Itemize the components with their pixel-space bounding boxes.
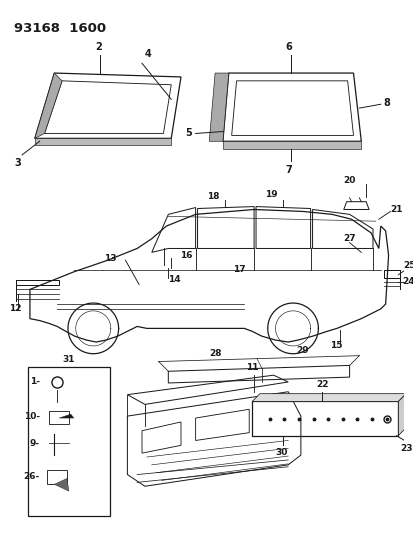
Text: 28: 28 [208, 349, 221, 358]
Text: 22: 22 [315, 380, 328, 389]
Text: 18: 18 [206, 192, 219, 201]
Text: 20: 20 [343, 176, 355, 185]
Polygon shape [35, 139, 171, 145]
Text: 30: 30 [275, 448, 287, 457]
Text: 14: 14 [167, 275, 180, 284]
Text: 8: 8 [383, 98, 389, 108]
Polygon shape [222, 141, 361, 149]
Text: 7: 7 [285, 165, 292, 175]
Text: 17: 17 [233, 265, 245, 274]
Text: 26-: 26- [24, 472, 40, 481]
Polygon shape [54, 479, 69, 491]
Text: 5: 5 [185, 128, 191, 139]
Text: 16: 16 [179, 251, 192, 260]
Text: 31: 31 [62, 356, 75, 365]
Text: 4: 4 [145, 50, 151, 59]
Text: 24: 24 [402, 277, 413, 286]
Polygon shape [35, 73, 62, 139]
Polygon shape [252, 394, 405, 401]
Text: 25: 25 [402, 261, 413, 270]
Text: 93168  1600: 93168 1600 [14, 22, 106, 35]
Text: 27: 27 [342, 234, 355, 243]
Text: 2: 2 [95, 42, 101, 52]
Polygon shape [397, 394, 405, 435]
Polygon shape [209, 73, 228, 141]
Text: 11: 11 [245, 364, 258, 372]
Text: 13: 13 [103, 254, 116, 263]
Text: 19: 19 [265, 190, 277, 199]
Text: 3: 3 [15, 158, 21, 168]
Text: 29: 29 [296, 346, 309, 354]
Text: 9-: 9- [29, 439, 40, 448]
Text: 12: 12 [9, 304, 21, 313]
Text: 6: 6 [285, 42, 292, 52]
Text: 10-: 10- [24, 411, 40, 421]
Text: 15: 15 [329, 342, 342, 350]
Polygon shape [59, 414, 74, 418]
Text: 21: 21 [389, 205, 402, 214]
Text: 23: 23 [399, 445, 411, 454]
Text: 1-: 1- [30, 376, 40, 385]
